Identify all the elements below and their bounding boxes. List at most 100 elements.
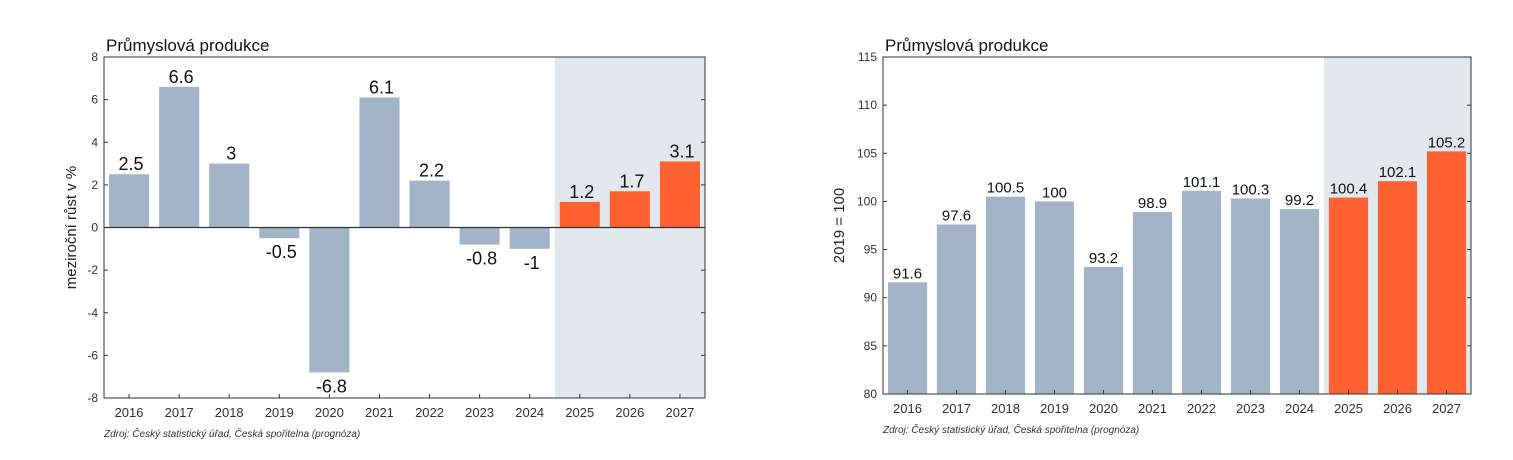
y-tick-label: 100 <box>857 194 877 208</box>
bar-value-label: 99.2 <box>1285 192 1314 209</box>
x-tick-label: 2021 <box>1138 401 1167 416</box>
plot-frame <box>882 56 1472 395</box>
y-tick-label: 105 <box>857 146 877 160</box>
bar-value-label: 2.2 <box>419 161 444 181</box>
source-note: Zdroj: Český statistický úřad, Česká spo… <box>882 423 1139 436</box>
y-tick-label: -6 <box>87 348 98 362</box>
y-tick-label: 8 <box>91 50 98 64</box>
bar-2020 <box>309 227 350 373</box>
bar-value-label: 101.1 <box>1183 174 1221 191</box>
bar-value-label: 91.6 <box>893 265 922 282</box>
bar-value-label: -6.8 <box>316 376 347 396</box>
y-tick-label: 4 <box>91 135 98 149</box>
bar-2016 <box>887 282 928 394</box>
x-tick-label: 2027 <box>665 405 694 420</box>
bar-2027 <box>1426 151 1467 394</box>
y-axis-label: meziroční růst v % <box>63 166 80 289</box>
chart-yoy-growth: 2.5 6.6 3 -0.5 -6.8 6.1 2.2 -0.8 -1 1.2 1.7 3.1 -8 -… <box>63 36 706 440</box>
bar-value-label: 100.3 <box>1232 182 1270 199</box>
bar-value-label: 102.1 <box>1379 164 1417 181</box>
x-tick-label: 2020 <box>1089 401 1118 416</box>
bar-2017 <box>936 224 977 394</box>
x-tick-label: 2026 <box>1383 401 1412 416</box>
bar-2019 <box>1034 201 1075 394</box>
x-tick-label: 2016 <box>115 405 144 420</box>
x-tick-label: 2016 <box>893 401 922 416</box>
y-tick-label: 85 <box>864 339 878 353</box>
x-tick-label: 2019 <box>265 405 294 420</box>
bar-value-label: 93.2 <box>1089 250 1118 267</box>
bar-2019 <box>259 227 300 239</box>
x-tick-label: 2025 <box>1334 401 1363 416</box>
bar-2025 <box>559 201 600 228</box>
bar-value-label: 6.6 <box>169 67 194 87</box>
bar-2023 <box>1230 198 1271 394</box>
y-tick-label: -8 <box>87 391 98 405</box>
x-tick-label: 2019 <box>1040 401 1069 416</box>
bar-2022 <box>409 180 450 228</box>
y-tick-label: 110 <box>858 98 877 112</box>
bar-2023 <box>459 227 500 245</box>
x-tick-label: 2017 <box>165 405 194 420</box>
bar-2016 <box>109 174 150 228</box>
y-tick-label: 2 <box>91 178 98 192</box>
bar-value-label: 100.4 <box>1330 181 1368 198</box>
x-tick-label: 2020 <box>315 405 344 420</box>
bar-2020 <box>1083 266 1124 394</box>
x-tick-label: 2023 <box>1236 401 1265 416</box>
y-tick-label: 0 <box>91 221 98 235</box>
x-tick-label: 2027 <box>1432 401 1461 416</box>
bar-2021 <box>1132 212 1173 394</box>
y-tick-label: 80 <box>864 387 878 401</box>
y-tick-label: 90 <box>864 291 878 305</box>
bar-2024 <box>1279 209 1320 394</box>
bar-2018 <box>209 163 250 228</box>
x-tick-label: 2024 <box>515 405 544 420</box>
bar-2022 <box>1181 190 1222 394</box>
bar-2024 <box>509 227 550 249</box>
bar-2018 <box>985 196 1026 394</box>
chart-index-level: 91.6 97.6 100.5 100 93.2 98.9 101.1 100.3 99.2 10… <box>780 0 1513 460</box>
y-tick-label: 95 <box>864 243 878 257</box>
bar-2021 <box>359 97 400 228</box>
bar-value-label: 97.6 <box>942 208 971 225</box>
bar-2025 <box>1328 197 1369 394</box>
y-tick-label: 6 <box>91 93 98 107</box>
x-tick-label: 2017 <box>942 401 971 416</box>
bar-value-label: -0.8 <box>466 249 497 269</box>
y-axis-label: 2019 = 100 <box>831 188 848 264</box>
bar-value-label: 3.1 <box>669 141 694 161</box>
bar-value-label: 1.2 <box>569 182 594 202</box>
source-note: Zdroj: Český statistický úřad, Česká spo… <box>103 427 360 440</box>
bar-2026 <box>609 191 650 228</box>
x-tick-label: 2022 <box>1187 401 1216 416</box>
bar-2026 <box>1377 181 1418 394</box>
x-tick-label: 2018 <box>215 405 244 420</box>
bar-value-label: 105.2 <box>1428 134 1466 151</box>
x-tick-label: 2025 <box>565 405 594 420</box>
x-tick-label: 2024 <box>1285 401 1314 416</box>
bar-value-label: 100 <box>1042 184 1067 201</box>
chart-index-level-svg: 91.6 97.6 100.5 100 93.2 98.9 101.1 100.3 99.2 10… <box>831 36 1472 436</box>
x-tick-label: 2026 <box>615 405 644 420</box>
bar-value-label: 100.5 <box>987 180 1025 197</box>
chart-yoy-growth-svg: 2.5 6.6 3 -0.5 -6.8 6.1 2.2 -0.8 -1 1.2 1.7 3.1 -8 -… <box>63 36 706 440</box>
y-tick-label: -4 <box>87 306 98 320</box>
bar-value-label: 1.7 <box>619 171 644 191</box>
bar-value-label: 98.9 <box>1138 195 1167 212</box>
bar-2017 <box>159 86 200 228</box>
bar-value-label: 6.1 <box>369 77 394 97</box>
bar-value-label: -0.5 <box>266 242 297 262</box>
chart-title: Průmyslová produkce <box>106 36 269 55</box>
bar-value-label: 3 <box>226 144 236 164</box>
y-tick-label: 115 <box>858 50 877 64</box>
bar-2027 <box>659 161 700 228</box>
x-tick-label: 2021 <box>365 405 394 420</box>
bar-value-label: 2.5 <box>119 154 144 174</box>
y-tick-label: -2 <box>87 263 98 277</box>
chart-title: Průmyslová produkce <box>885 36 1048 55</box>
x-tick-label: 2023 <box>465 405 494 420</box>
x-tick-label: 2018 <box>991 401 1020 416</box>
x-tick-label: 2022 <box>415 405 444 420</box>
bar-value-label: -1 <box>524 253 540 273</box>
